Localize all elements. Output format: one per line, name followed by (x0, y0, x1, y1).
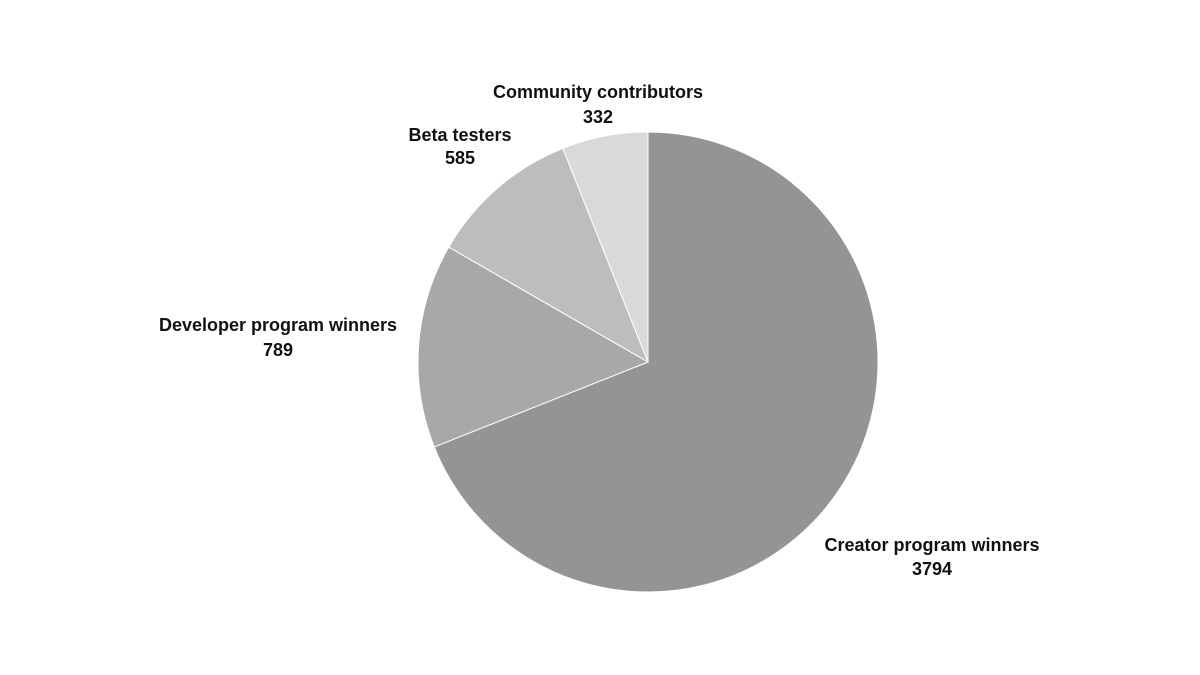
pie-slices (417, 131, 879, 593)
label-community-contributors: Community contributors (493, 82, 703, 102)
value-developer-program-winners: 789 (263, 340, 293, 360)
slice-community-contributors (562, 131, 649, 363)
pie-labels: Creator program winners 3794 Developer pro… (159, 82, 1040, 579)
value-creator-program-winners: 3794 (912, 559, 952, 579)
slice-creator-program-winners (433, 131, 879, 593)
label-developer-program-winners: Developer program winners (159, 315, 397, 335)
value-beta-testers: 585 (445, 148, 475, 168)
label-beta-testers: Beta testers (408, 125, 511, 145)
value-community-contributors: 332 (583, 107, 613, 127)
slice-developer-program-winners (417, 246, 650, 448)
label-creator-program-winners: Creator program winners (824, 535, 1039, 555)
slice-beta-testers (448, 147, 649, 364)
